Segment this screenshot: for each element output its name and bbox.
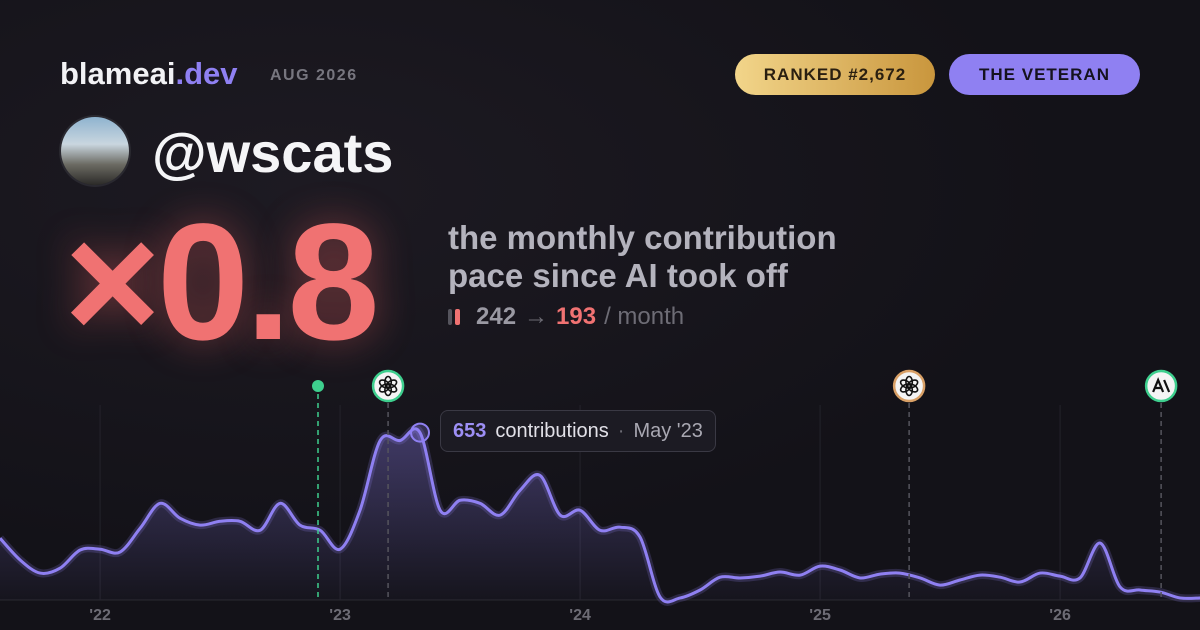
before: 242	[476, 303, 517, 330]
unit: / month	[604, 303, 685, 330]
event-icon	[378, 379, 391, 389]
description: the monthly contribution pace since AI to…	[448, 219, 837, 295]
x-tick-label: '22	[89, 607, 111, 624]
event-icon	[1152, 377, 1171, 393]
avatar	[61, 117, 129, 185]
date: AUG 2026	[270, 67, 358, 84]
tooltip-label: contributions	[495, 419, 609, 442]
event-icon	[899, 379, 912, 389]
x-tick-label: '23	[329, 607, 351, 624]
icon	[455, 309, 460, 325]
x-tick-label: '26	[1049, 607, 1071, 624]
separator: ·	[617, 419, 625, 442]
event-marker	[312, 380, 324, 392]
tooltip-date: May '23	[633, 419, 703, 442]
brand-suffix: .dev	[175, 56, 238, 91]
area	[0, 428, 1200, 603]
x-tick-label: '24	[569, 607, 591, 624]
brand: blameai.dev	[60, 56, 237, 92]
event-marker	[892, 369, 926, 403]
pace: 242 → 193 / month	[448, 303, 684, 331]
description-line: the monthly contribution	[448, 219, 837, 256]
line	[0, 427, 1200, 604]
icon	[448, 309, 452, 325]
event-marker	[371, 369, 405, 403]
x-tick-label: '25	[809, 607, 831, 624]
arrow: →	[524, 303, 549, 330]
title-badge: THE VETERAN	[949, 54, 1140, 95]
brand-name: blameai	[60, 56, 176, 91]
highlight-ring	[410, 422, 430, 443]
tooltip-value: 653	[453, 419, 487, 442]
after: 193	[556, 303, 597, 330]
handle: @wscats	[152, 121, 394, 184]
rank-badge: RANKED #2,672	[735, 54, 935, 95]
description-line: pace since AI took off	[448, 257, 788, 294]
multiplier: ×0.8	[64, 190, 380, 375]
tooltip: 653 contributions · May '23	[440, 410, 716, 452]
